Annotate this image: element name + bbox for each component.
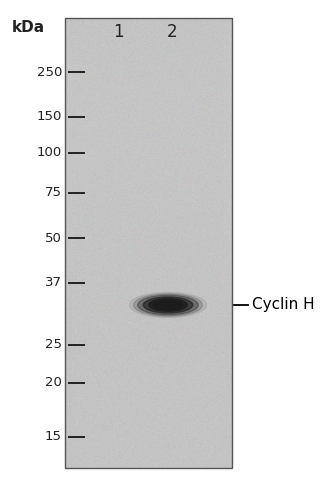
Text: 2: 2 xyxy=(167,23,177,41)
Text: 20: 20 xyxy=(45,377,62,389)
Text: 75: 75 xyxy=(45,186,62,200)
Text: 50: 50 xyxy=(45,231,62,244)
Ellipse shape xyxy=(149,299,187,311)
Ellipse shape xyxy=(134,294,202,316)
Ellipse shape xyxy=(138,295,198,315)
Text: 100: 100 xyxy=(37,146,62,160)
Text: 250: 250 xyxy=(37,65,62,79)
Text: 37: 37 xyxy=(45,277,62,289)
Text: Cyclin H: Cyclin H xyxy=(252,298,314,312)
Bar xyxy=(65,18,232,468)
Text: 1: 1 xyxy=(113,23,123,41)
Text: 25: 25 xyxy=(45,339,62,351)
Ellipse shape xyxy=(154,301,182,309)
Text: kDa: kDa xyxy=(12,20,45,36)
Ellipse shape xyxy=(143,297,193,313)
Text: 15: 15 xyxy=(45,430,62,444)
Ellipse shape xyxy=(129,292,207,318)
Text: 150: 150 xyxy=(37,110,62,123)
